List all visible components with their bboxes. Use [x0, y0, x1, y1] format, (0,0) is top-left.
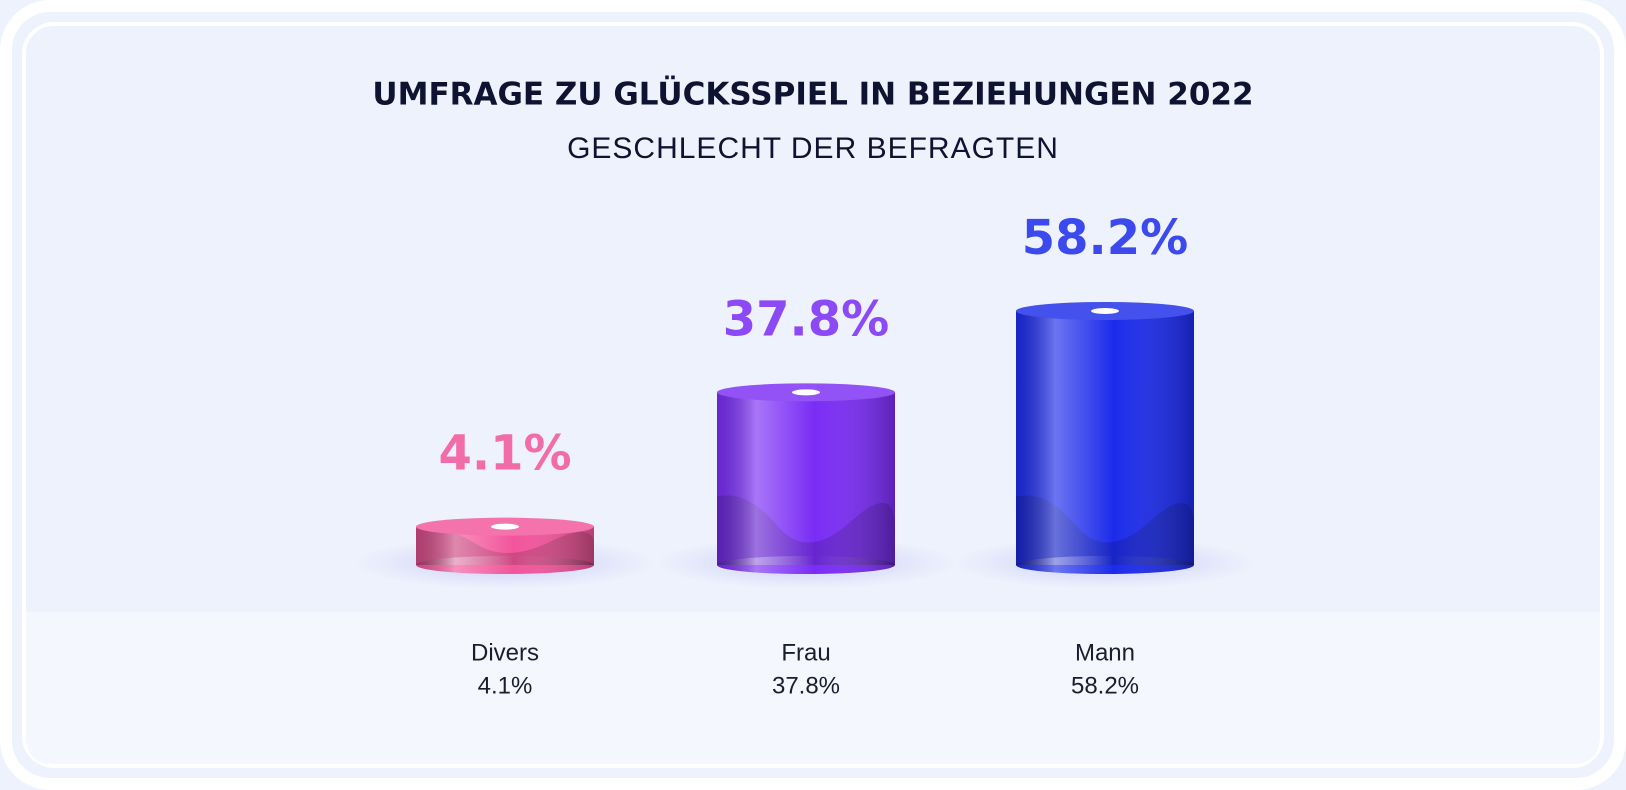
bar-bottom-shine: [1016, 556, 1194, 574]
bar-top-hole: [491, 523, 519, 530]
category-value: 58.2%: [1071, 672, 1139, 699]
bar-bottom-shine: [717, 556, 895, 574]
bars: 4.1% Divers 4.1% 37.8% Frau 37.8% 58.2% Mann 58.…: [353, 210, 1257, 699]
bar-bottom-shine: [416, 556, 594, 574]
bar-top-hole: [792, 389, 820, 396]
category-label: Frau: [781, 639, 830, 666]
value-label: 4.1%: [438, 426, 571, 482]
chart-subtitle: GESCHLECHT DER BEFRAGTEN: [567, 132, 1059, 165]
category-label: Divers: [471, 639, 539, 666]
value-label: 58.2%: [1022, 210, 1189, 266]
value-label: 37.8%: [723, 291, 890, 347]
chart-title: UMFRAGE ZU GLÜCKSSPIEL IN BEZIEHUNGEN 20…: [372, 76, 1253, 113]
category-value: 4.1%: [478, 672, 533, 699]
bar-shine: [717, 392, 895, 565]
label-band: [26, 612, 1600, 764]
bar-top-hole: [1091, 308, 1119, 314]
bar-shine: [1016, 311, 1194, 565]
category-value: 37.8%: [772, 672, 840, 699]
category-label: Mann: [1075, 639, 1135, 666]
